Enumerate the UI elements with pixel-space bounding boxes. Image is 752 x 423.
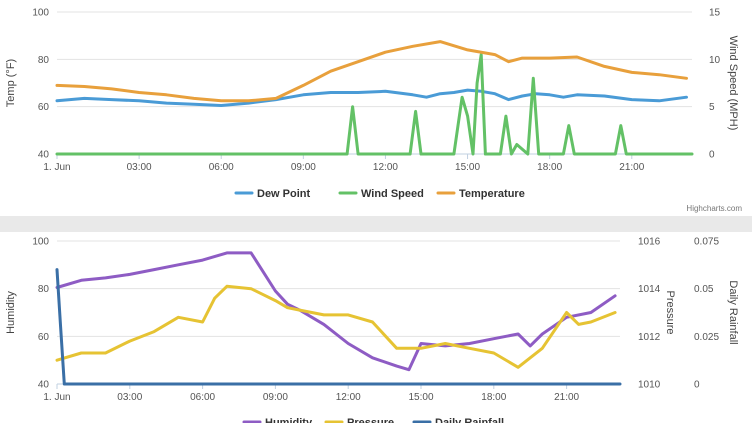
y-tick-label-pres: 1012 xyxy=(638,332,661,343)
x-tick-label: 15:00 xyxy=(408,392,433,403)
x-tick-label: 03:00 xyxy=(117,392,142,403)
y-tick-label-temp: 80 xyxy=(38,55,50,66)
legend-item-humidity: Humidity xyxy=(265,417,313,423)
x-tick-label: 03:00 xyxy=(127,162,152,173)
y-tick-label-hum: 40 xyxy=(38,380,50,391)
y-tick-label-wind: 0 xyxy=(709,150,715,161)
series-line-dew-point xyxy=(55,88,688,107)
y-tick-label-pres: 1014 xyxy=(638,284,661,295)
chart-2-svg: 40 60 80 100 Humidity 1010 1012 1014 1016 Pressur… xyxy=(5,237,739,423)
y-tick-label-rain: 0.025 xyxy=(694,332,719,343)
y-tick-label-wind: 5 xyxy=(709,102,715,113)
x-tick-label: 18:00 xyxy=(481,392,506,403)
legend-item-temperature: Temperature xyxy=(459,188,525,200)
x-tick-label: 09:00 xyxy=(263,392,288,403)
x-tick-label: 21:00 xyxy=(554,392,579,403)
credits-label: Highcharts.com xyxy=(686,204,742,213)
y-tick-label-temp: 100 xyxy=(32,8,49,19)
axis-title-wind: Wind Speed (MPH) xyxy=(727,36,739,131)
legend-item-pressure: Pressure xyxy=(347,417,394,423)
y-tick-label-pres: 1016 xyxy=(638,237,661,248)
series-line-pressure xyxy=(55,284,617,369)
chart-1-svg: 40 60 80 100 Temp (°F) 0 5 10 15 Wind Speed (MPH)… xyxy=(5,8,742,214)
legend-item-wind-speed: Wind Speed xyxy=(361,188,424,200)
y-tick-label-hum: 60 xyxy=(38,332,50,343)
x-tick-label: 21:00 xyxy=(619,162,644,173)
x-tick-label: 06:00 xyxy=(190,392,215,403)
axis-title-rain: Daily Rainfall xyxy=(727,280,739,344)
y-tick-label-temp: 40 xyxy=(38,150,50,161)
legend-item-dew-point: Dew Point xyxy=(257,188,311,200)
axis-title-temp: Temp (°F) xyxy=(5,59,17,107)
y-tick-label-wind: 15 xyxy=(709,8,721,19)
x-tick-label: 1. Jun xyxy=(43,392,70,403)
x-tick-label: 18:00 xyxy=(537,162,562,173)
series-line-daily-rainfall xyxy=(55,268,622,386)
x-tick-label: 1. Jun xyxy=(43,162,70,173)
y-tick-label-hum: 80 xyxy=(38,284,50,295)
y-tick-label-rain: 0.05 xyxy=(694,284,714,295)
y-tick-label-rain: 0 xyxy=(694,380,700,391)
x-tick-label: 15:00 xyxy=(455,162,480,173)
y-tick-label-hum: 100 xyxy=(32,237,49,248)
weather-humidity-chart: 40 60 80 100 Humidity 1010 1012 1014 1016 Pressur… xyxy=(0,232,752,423)
series-line-temperature xyxy=(55,40,688,103)
x-tick-label: 12:00 xyxy=(373,162,398,173)
y-tick-label-wind: 10 xyxy=(709,55,721,66)
weather-temperature-chart: 40 60 80 100 Temp (°F) 0 5 10 15 Wind Speed (MPH)… xyxy=(0,0,752,216)
y-tick-label-temp: 60 xyxy=(38,102,50,113)
axis-title-pres: Pressure xyxy=(664,290,676,334)
x-tick-label: 12:00 xyxy=(336,392,361,403)
series-line-humidity xyxy=(55,251,617,372)
x-tick-label: 09:00 xyxy=(291,162,316,173)
y-tick-label-pres: 1010 xyxy=(638,380,661,391)
axis-title-hum: Humidity xyxy=(5,291,17,334)
legend-item-daily-rainfall: Daily Rainfall xyxy=(435,417,504,423)
x-tick-label: 06:00 xyxy=(209,162,234,173)
series-line-wind-speed xyxy=(55,53,694,156)
y-tick-label-rain: 0.075 xyxy=(694,237,719,248)
